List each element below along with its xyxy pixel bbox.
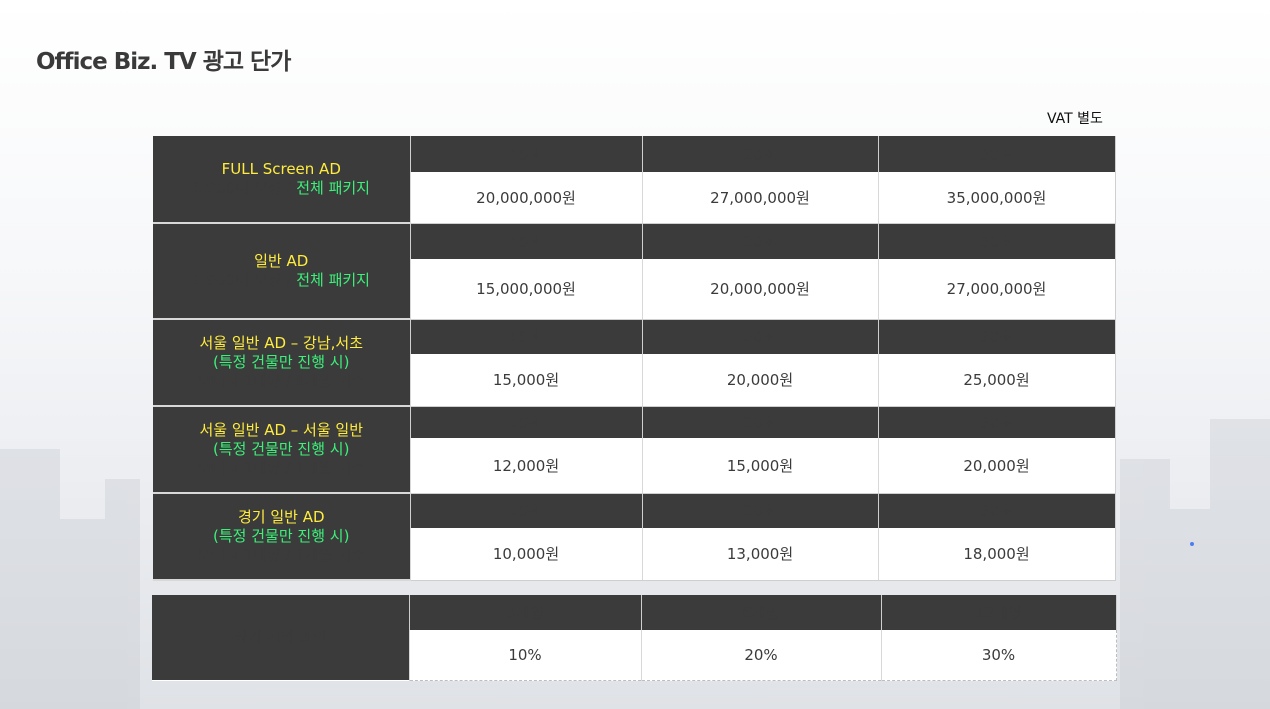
price-cell: 20,000,000원 [409, 172, 642, 224]
pricing-row-label: 일반 AD 1,900대 보장 / 전체 패키지 [153, 223, 410, 320]
pricing-table: FULL Screen AD 1,900대 보장 / 전체 패키지 15초 20… [153, 136, 1116, 581]
row-label-prefix: 1,900대 보장 / [192, 179, 297, 197]
row-label-title: 서울 일반 AD – 강남,서초 [199, 334, 364, 352]
pricing-row-label: 서울 일반 AD – 서울 일반 (특정 건물만 진행 시) 모니터 1대당 /… [153, 406, 410, 494]
period-header: 12개월 [880, 595, 1117, 630]
price-cell: 20,000원 [877, 438, 1116, 494]
duration-header: 20초 [641, 136, 878, 172]
price-cell: 12,000원 [409, 438, 642, 494]
discount-table: 장기 계약 할인 3개월 6개월 12개월 10% 20% 30% [152, 595, 1117, 681]
discount-rate-cell: 10% [408, 630, 641, 681]
duration-header: 30초 [877, 493, 1116, 528]
row-label-title: 서울 일반 AD – 서울 일반 [199, 421, 364, 439]
row-label-highlight: 전체 패키지 [296, 271, 370, 289]
page-title: Office Biz. TV 광고 단가 [36, 49, 291, 75]
row-label-highlight: (특정 건물만 진행 시) [213, 440, 350, 458]
duration-header: 15초 [409, 493, 642, 528]
duration-header: 30초 [877, 223, 1116, 259]
duration-header: 15초 [409, 319, 642, 354]
discount-rate-cell: 30% [880, 630, 1117, 681]
price-cell: 20,000원 [641, 354, 878, 407]
price-cell: 15,000원 [409, 354, 642, 407]
duration-header: 30초 [877, 136, 1116, 172]
row-label-highlight: (특정 건물만 진행 시) [213, 527, 350, 545]
pricing-row-label: 경기 일반 AD (특정 건물만 진행 시) 모니터 1대당 / 1개월 기준 [153, 493, 410, 581]
duration-header: 30초 [877, 319, 1116, 354]
discount-label: 장기 계약 할인 [152, 595, 409, 680]
period-header: 3개월 [408, 595, 641, 630]
row-label-title: FULL Screen AD [221, 160, 341, 178]
price-cell: 35,000,000원 [877, 172, 1116, 224]
duration-header: 30초 [877, 406, 1116, 438]
row-label-basis: 모니터 1대당 / 1개월 기준 [197, 546, 365, 564]
price-cell: 27,000,000원 [877, 259, 1116, 320]
price-cell: 25,000원 [877, 354, 1116, 407]
duration-header: 20초 [641, 493, 878, 528]
vat-note: VAT 별도 [1047, 111, 1103, 127]
discount-rate-cell: 20% [640, 630, 881, 681]
row-label-title: 경기 일반 AD [237, 508, 325, 526]
decorative-dot [1190, 542, 1194, 546]
duration-header: 20초 [641, 223, 878, 259]
row-label-prefix: 1,900대 보장 / [192, 271, 297, 289]
price-cell: 27,000,000원 [641, 172, 878, 224]
duration-header: 20초 [641, 319, 878, 354]
pricing-row-label: 서울 일반 AD – 강남,서초 (특정 건물만 진행 시) 모니터 1대당 /… [153, 319, 410, 407]
row-label-basis: 모니터 1대당 / 1개월 기준 [197, 372, 365, 390]
duration-header: 15초 [409, 136, 642, 172]
duration-header: 15초 [409, 406, 642, 438]
period-header: 6개월 [640, 595, 881, 630]
price-cell: 20,000,000원 [641, 259, 878, 320]
row-label-title: 일반 AD [254, 252, 309, 270]
pricing-row-label: FULL Screen AD 1,900대 보장 / 전체 패키지 [153, 136, 410, 224]
row-label-highlight: (특정 건물만 진행 시) [213, 353, 350, 371]
price-cell: 15,000,000원 [409, 259, 642, 320]
price-cell: 13,000원 [641, 528, 878, 581]
row-label-highlight: 전체 패키지 [296, 179, 370, 197]
row-label-basis: 모니터 1대당 / 1개월 기준 [197, 459, 365, 477]
duration-header: 15초 [409, 223, 642, 259]
price-cell: 18,000원 [877, 528, 1116, 581]
price-cell: 10,000원 [409, 528, 642, 581]
price-cell: 15,000원 [641, 438, 878, 494]
duration-header: 20초 [641, 406, 878, 438]
